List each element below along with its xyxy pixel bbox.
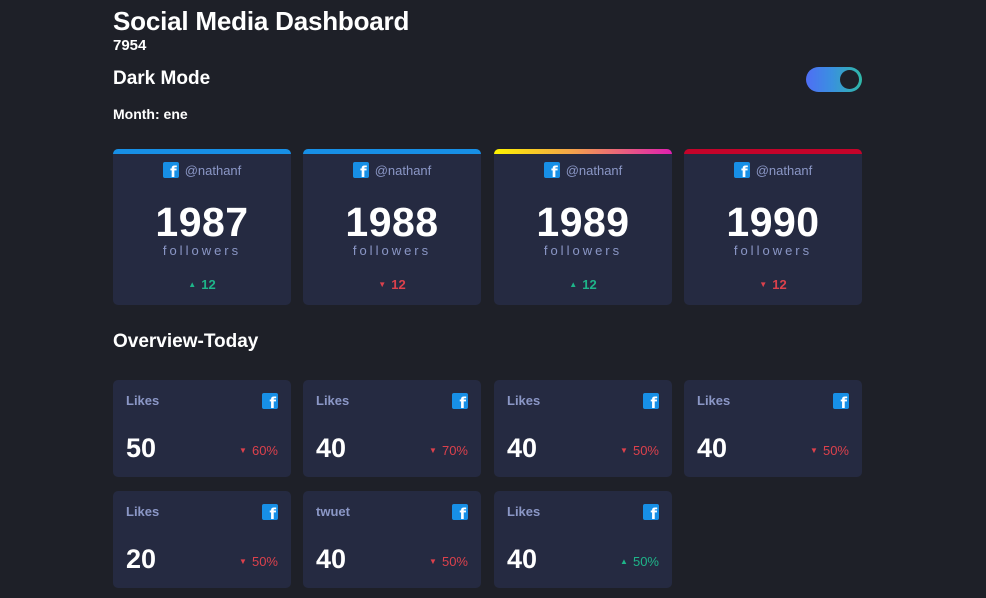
- metric-value: 20: [126, 544, 157, 574]
- followers-label: followers: [352, 243, 432, 258]
- follower-count: 1988: [345, 199, 439, 245]
- month-label: Month: ene: [113, 106, 188, 122]
- facebook-icon: f: [162, 162, 179, 178]
- facebook-icon: f: [262, 504, 278, 520]
- page-title: Social Media Dashboard: [113, 6, 410, 36]
- percent-value: 60%: [251, 443, 278, 458]
- metric-label: Likes: [126, 393, 160, 408]
- facebook-icon: f: [352, 162, 369, 178]
- follower-count: 1989: [536, 199, 630, 245]
- handle: @nathanf: [184, 162, 242, 178]
- arrow-down-icon: ▼: [620, 445, 628, 455]
- metric-value: 40: [697, 433, 728, 463]
- percent-value: 50%: [822, 443, 849, 458]
- metric-label: twuet: [316, 504, 350, 519]
- facebook-icon: f: [452, 504, 468, 520]
- metric-value: 50: [126, 433, 157, 463]
- dark-mode-toggle[interactable]: [806, 67, 862, 92]
- toggle-knob[interactable]: [840, 70, 859, 89]
- arrow-down-icon: ▼: [429, 556, 437, 566]
- facebook-icon: f: [733, 162, 750, 178]
- total-followers: 7954: [113, 37, 147, 54]
- facebook-icon: f: [543, 162, 560, 178]
- handle-row: f @nathanf: [113, 162, 291, 178]
- facebook-icon: f: [833, 393, 849, 409]
- handle-row: f @nathanf: [494, 162, 672, 178]
- follower-change: ▲ 12: [113, 277, 291, 292]
- metric-value: 40: [507, 544, 538, 574]
- percent-value: 50%: [632, 443, 659, 458]
- arrow-up-icon: ▲: [569, 279, 578, 289]
- percent-value: 70%: [441, 443, 468, 458]
- dark-mode-label: Dark Mode: [113, 68, 211, 89]
- overview-card[interactable]: Likes f 20 ▼ 50%: [113, 491, 291, 588]
- arrow-down-icon: ▼: [810, 445, 818, 455]
- metric-label: Likes: [507, 504, 541, 519]
- follower-change: ▼ 12: [303, 277, 481, 292]
- arrow-up-icon: ▲: [188, 279, 197, 289]
- metric-label: Likes: [126, 504, 160, 519]
- followers-label: followers: [543, 243, 623, 258]
- follower-count: 1987: [155, 199, 249, 245]
- change-value: 12: [391, 277, 406, 292]
- follower-change: ▼ 12: [684, 277, 862, 292]
- overview-card[interactable]: Likes f 40 ▼ 50%: [684, 380, 862, 477]
- change-value: 12: [772, 277, 787, 292]
- arrow-down-icon: ▼: [239, 445, 247, 455]
- follower-card[interactable]: f @nathanf 1988 followers ▼ 12: [303, 149, 481, 305]
- overview-card[interactable]: Likes f 40 ▼ 70%: [303, 380, 481, 477]
- percent-value: 50%: [632, 554, 659, 569]
- facebook-icon: f: [262, 393, 278, 409]
- metric-percent: ▲ 50%: [620, 554, 659, 569]
- overview-card[interactable]: Likes f 40 ▲ 50%: [494, 491, 672, 588]
- change-value: 12: [582, 277, 597, 292]
- metric-percent: ▼ 60%: [239, 443, 278, 458]
- metric-label: Likes: [316, 393, 350, 408]
- facebook-icon: f: [643, 504, 659, 520]
- overview-title: Overview-Today: [113, 331, 259, 352]
- facebook-icon: f: [452, 393, 468, 409]
- handle-row: f @nathanf: [684, 162, 862, 178]
- follower-card[interactable]: f @nathanf 1987 followers ▲ 12: [113, 149, 291, 305]
- handle: @nathanf: [565, 162, 623, 178]
- metric-percent: ▼ 50%: [429, 554, 468, 569]
- arrow-down-icon: ▼: [378, 279, 387, 289]
- metric-value: 40: [316, 544, 347, 574]
- follower-count: 1990: [726, 199, 820, 245]
- metric-percent: ▼ 70%: [429, 443, 468, 458]
- handle-row: f @nathanf: [303, 162, 481, 178]
- change-value: 12: [201, 277, 216, 292]
- overview-card[interactable]: twuet f 40 ▼ 50%: [303, 491, 481, 588]
- arrow-down-icon: ▼: [759, 279, 768, 289]
- metric-percent: ▼ 50%: [239, 554, 278, 569]
- overview-card[interactable]: Likes f 40 ▼ 50%: [494, 380, 672, 477]
- percent-value: 50%: [441, 554, 468, 569]
- metric-value: 40: [507, 433, 538, 463]
- metric-label: Likes: [507, 393, 541, 408]
- metric-label: Likes: [697, 393, 731, 408]
- percent-value: 50%: [251, 554, 278, 569]
- arrow-up-icon: ▲: [620, 556, 628, 566]
- followers-section: f @nathanf 1987 followers ▲ 12 f @nathan…: [113, 149, 862, 305]
- follower-change: ▲ 12: [494, 277, 672, 292]
- metric-value: 40: [316, 433, 347, 463]
- followers-label: followers: [162, 243, 242, 258]
- arrow-down-icon: ▼: [429, 445, 437, 455]
- card-top-bar: [684, 149, 862, 154]
- facebook-icon: f: [643, 393, 659, 409]
- card-top-bar: [303, 149, 481, 154]
- metric-percent: ▼ 50%: [810, 443, 849, 458]
- card-top-bar: [494, 149, 672, 154]
- metric-percent: ▼ 50%: [620, 443, 659, 458]
- arrow-down-icon: ▼: [239, 556, 247, 566]
- follower-card[interactable]: f @nathanf 1989 followers ▲ 12: [494, 149, 672, 305]
- overview-card[interactable]: Likes f 50 ▼ 60%: [113, 380, 291, 477]
- card-top-bar: [113, 149, 291, 154]
- follower-card[interactable]: f @nathanf 1990 followers ▼ 12: [684, 149, 862, 305]
- handle: @nathanf: [755, 162, 813, 178]
- followers-label: followers: [733, 243, 813, 258]
- handle: @nathanf: [374, 162, 432, 178]
